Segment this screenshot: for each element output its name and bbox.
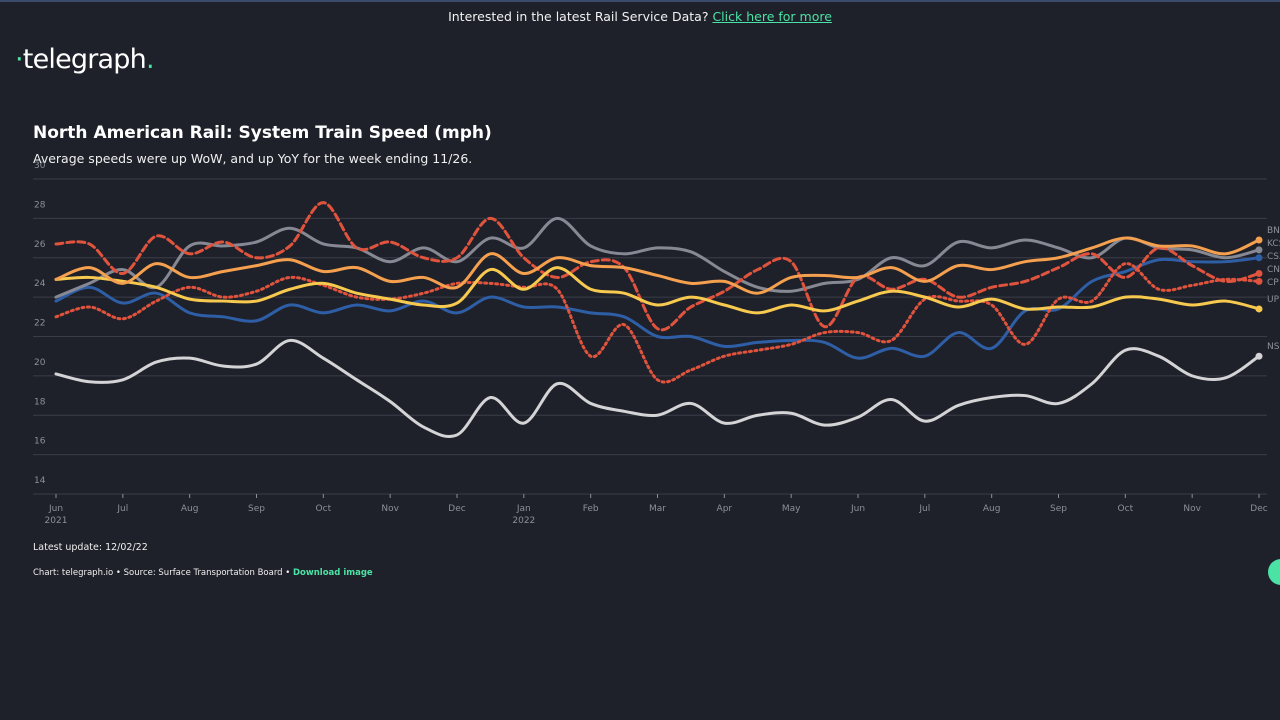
series-label: BN: [1267, 226, 1280, 236]
series-line: [54, 338, 1261, 439]
x-tick-label: Feb: [583, 504, 599, 514]
end-marker: [1255, 305, 1263, 313]
x-tick-label: Sep: [1050, 504, 1067, 514]
y-tick-label: 14: [34, 476, 46, 486]
chart-title: North American Rail: System Train Speed …: [33, 123, 492, 143]
x-year-label: 2021: [45, 516, 68, 526]
credit: Chart: telegraph.io: [33, 568, 114, 578]
y-tick-label: 18: [34, 397, 46, 407]
chat-button[interactable]: [1268, 559, 1280, 585]
banner-text: Interested in the latest Rail Service Da…: [448, 9, 709, 24]
x-tick-label: May: [782, 504, 801, 514]
series-line: [54, 262, 1261, 384]
download-link[interactable]: Download image: [292, 568, 373, 578]
x-tick-label: Jul: [116, 504, 128, 514]
x-year-label: 2022: [512, 516, 535, 526]
chart-subtitle: Average speeds were up WoW, and up YoY f…: [33, 151, 473, 166]
y-tick-label: 24: [34, 279, 46, 289]
banner: Interested in the latest Rail Service Da…: [0, 9, 1280, 24]
series-line: [54, 236, 1261, 295]
x-tick-label: Mar: [649, 504, 666, 514]
series-line: [54, 201, 1261, 332]
x-tick-label: Oct: [316, 504, 332, 514]
y-tick-label: 22: [34, 319, 45, 329]
series-line: [54, 266, 1261, 315]
series-line: [54, 256, 1261, 360]
x-tick-label: Oct: [1118, 504, 1134, 514]
footer: Chart: telegraph.io • Source: Surface Tr…: [33, 568, 373, 578]
end-marker: [1255, 277, 1263, 285]
x-tick-label: Dec: [448, 504, 465, 514]
x-tick-label: Nov: [1183, 504, 1201, 514]
end-marker: [1255, 270, 1263, 277]
top-border: [0, 0, 1280, 2]
series-label: CN: [1267, 265, 1280, 275]
end-marker: [1255, 352, 1263, 360]
y-tick-label: 30: [34, 161, 46, 171]
banner-link[interactable]: Click here for more: [712, 9, 832, 24]
y-tick-label: 28: [34, 200, 46, 210]
source: Source: Surface Transportation Board: [123, 568, 283, 578]
end-marker: [1255, 236, 1263, 244]
end-marker: [1255, 246, 1263, 254]
x-tick-label: Sep: [248, 504, 265, 514]
logo[interactable]: ·telegraph.: [15, 44, 155, 75]
y-tick-label: 20: [34, 358, 46, 368]
update-note: Latest update: 12/02/22: [33, 542, 148, 553]
series-line: [54, 216, 1261, 299]
logo-text: telegraph: [22, 44, 147, 75]
x-tick-label: Jun: [850, 504, 865, 514]
x-tick-label: Aug: [983, 504, 1001, 514]
x-tick-label: Aug: [181, 504, 199, 514]
y-tick-label: 16: [34, 437, 46, 447]
series-label: NS: [1267, 342, 1280, 352]
x-tick-label: Nov: [381, 504, 399, 514]
x-tick-label: Apr: [717, 504, 733, 514]
end-marker: [1255, 254, 1263, 262]
y-tick-label: 26: [34, 240, 46, 250]
x-tick-label: Jul: [918, 504, 930, 514]
x-tick-label: Dec: [1250, 504, 1267, 514]
series-label: CSX: [1267, 252, 1280, 262]
x-tick-label: Jun: [48, 504, 63, 514]
x-tick-label: Jan: [516, 504, 531, 514]
series-label: CP: [1267, 278, 1279, 288]
series-label: UP: [1267, 295, 1280, 305]
series-label: KCS: [1267, 239, 1280, 249]
